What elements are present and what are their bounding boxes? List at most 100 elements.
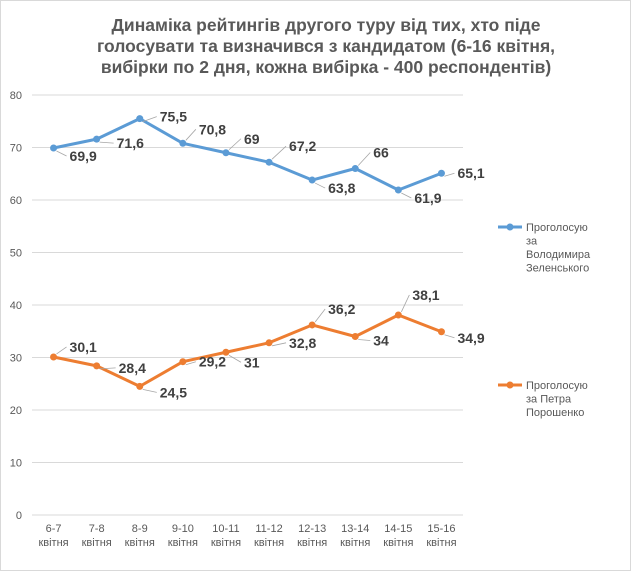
legend-label: Проголосую <box>526 222 588 234</box>
legend-label: Володимира <box>526 249 591 261</box>
y-tick-label: 20 <box>10 405 22 417</box>
data-point <box>265 158 273 166</box>
leader-line <box>142 116 157 123</box>
leader-line <box>185 129 197 141</box>
data-label: 69 <box>244 131 260 147</box>
legend-label: Порошенко <box>526 407 584 419</box>
y-tick-label: 40 <box>10 300 22 312</box>
data-label: 30,1 <box>70 339 97 355</box>
x-tick-label: 12-13 <box>298 523 326 535</box>
legend-label: за Петра <box>526 394 572 406</box>
x-tick-label: 8-9 <box>132 523 148 535</box>
x-tick-label: 11-12 <box>255 523 282 535</box>
data-point <box>179 358 187 366</box>
data-label: 71,6 <box>117 135 144 151</box>
leader-line <box>314 182 326 189</box>
leader-line <box>56 150 67 157</box>
leader-line <box>444 172 455 177</box>
leader-line <box>99 367 116 370</box>
data-point <box>351 333 359 340</box>
data-label: 32,8 <box>289 335 316 351</box>
series-line <box>53 117 442 192</box>
y-tick-label: 30 <box>10 353 22 365</box>
data-point <box>308 176 316 184</box>
data-label: 36,2 <box>328 301 355 317</box>
data-label: 65,1 <box>457 165 484 181</box>
leader-line <box>142 388 157 393</box>
legend-label: за <box>526 236 538 248</box>
x-tick-label: квітня <box>340 537 370 549</box>
leader-line <box>400 294 410 313</box>
x-tick-label: квітня <box>125 537 155 549</box>
x-tick-label: квітня <box>168 537 198 549</box>
y-tick-label: 10 <box>10 458 22 470</box>
chart-title-line: голосувати та визначився з кандидатом (6… <box>97 36 555 56</box>
leader-line <box>56 346 67 355</box>
x-tick-label: квітня <box>426 537 456 549</box>
legend-label: Зеленського <box>526 263 589 275</box>
data-label: 75,5 <box>160 109 187 125</box>
leader-line <box>357 152 371 166</box>
y-tick-label: 70 <box>10 143 22 155</box>
data-point <box>265 339 273 347</box>
leader-line <box>314 308 326 323</box>
data-point <box>93 135 101 143</box>
x-tick-label: 7-8 <box>89 523 105 535</box>
x-tick-label: квітня <box>297 537 327 549</box>
leader-line <box>228 354 242 363</box>
data-label: 70,8 <box>199 121 226 137</box>
data-point <box>179 139 187 147</box>
x-tick-label: квітня <box>211 537 241 549</box>
data-point <box>93 362 101 370</box>
data-point <box>437 328 445 336</box>
data-point <box>394 311 402 319</box>
leader-line <box>401 192 412 199</box>
data-point <box>394 186 402 194</box>
data-label: 38,1 <box>412 287 439 303</box>
y-tick-label: 60 <box>10 195 22 207</box>
data-label: 24,5 <box>160 384 187 400</box>
data-label: 61,9 <box>414 190 441 206</box>
data-label: 66 <box>373 145 389 161</box>
x-tick-label: квітня <box>38 537 68 549</box>
data-point <box>437 169 445 177</box>
series-line <box>53 313 442 388</box>
leader-line <box>444 334 455 339</box>
leader-line <box>185 361 196 366</box>
data-point <box>308 321 316 329</box>
data-label: 69,9 <box>70 148 97 164</box>
data-label: 34 <box>373 333 389 349</box>
leader-line <box>271 342 287 347</box>
x-tick-label: квітня <box>254 537 284 549</box>
y-tick-label: 50 <box>10 248 22 260</box>
data-point <box>136 115 144 123</box>
legend-marker <box>506 381 514 389</box>
x-tick-label: 15-16 <box>427 523 455 535</box>
data-label: 31 <box>244 354 260 370</box>
x-tick-label: 14-15 <box>384 523 412 535</box>
data-point <box>222 149 230 157</box>
data-point <box>222 348 230 356</box>
y-tick-label: 80 <box>10 90 22 102</box>
x-tick-label: 13-14 <box>341 523 369 535</box>
data-point <box>50 353 58 361</box>
data-point <box>351 165 359 172</box>
legend-label: Проголосую <box>526 380 588 392</box>
data-label: 67,2 <box>289 138 316 154</box>
data-label: 28,4 <box>119 360 146 376</box>
data-label: 63,8 <box>328 180 355 196</box>
chart-title-line: вибірки по 2 дня, кожна вибірка - 400 ре… <box>101 57 551 77</box>
x-tick-label: 6-7 <box>46 523 62 535</box>
data-label: 34,9 <box>457 330 484 346</box>
data-point <box>50 144 58 152</box>
leader-line <box>358 339 371 341</box>
data-label: 29,2 <box>199 354 226 370</box>
x-tick-label: 9-10 <box>172 523 194 535</box>
y-tick-label: 0 <box>16 510 22 522</box>
x-tick-label: квітня <box>82 537 112 549</box>
x-tick-label: квітня <box>383 537 413 549</box>
leader-line <box>228 138 242 151</box>
legend-marker <box>506 223 514 231</box>
x-tick-label: 10-11 <box>212 523 239 535</box>
